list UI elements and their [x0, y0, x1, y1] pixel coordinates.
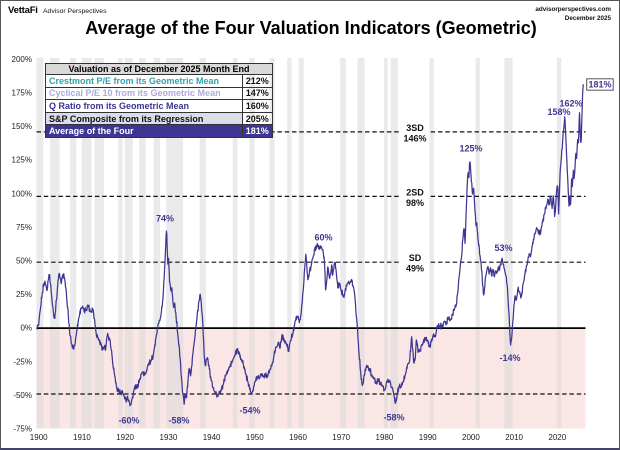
svg-text:60%: 60%: [314, 233, 332, 243]
svg-text:125%: 125%: [459, 144, 482, 154]
svg-text:1980: 1980: [376, 433, 394, 442]
svg-text:-25%: -25%: [13, 357, 32, 366]
svg-text:49%: 49%: [406, 264, 424, 274]
svg-text:146%: 146%: [403, 133, 426, 143]
svg-text:1910: 1910: [73, 433, 91, 442]
svg-text:-58%: -58%: [383, 413, 404, 423]
svg-text:162%: 162%: [559, 99, 582, 109]
svg-text:1950: 1950: [246, 433, 264, 442]
svg-text:50%: 50%: [16, 257, 32, 266]
svg-text:1900: 1900: [30, 433, 48, 442]
svg-text:1940: 1940: [203, 433, 221, 442]
svg-text:1960: 1960: [289, 433, 307, 442]
svg-text:175%: 175%: [12, 89, 32, 98]
svg-text:53%: 53%: [494, 243, 512, 253]
svg-text:-54%: -54%: [239, 406, 260, 416]
svg-text:125%: 125%: [12, 156, 32, 165]
svg-text:1930: 1930: [160, 433, 178, 442]
svg-text:-50%: -50%: [13, 391, 32, 400]
svg-text:SD: SD: [409, 253, 422, 263]
svg-text:1970: 1970: [332, 433, 350, 442]
svg-text:74%: 74%: [156, 214, 174, 224]
svg-text:-14%: -14%: [499, 353, 520, 363]
svg-text:100%: 100%: [12, 189, 32, 198]
svg-text:3SD: 3SD: [406, 123, 424, 133]
svg-text:158%: 158%: [547, 107, 570, 117]
svg-text:150%: 150%: [12, 122, 32, 131]
svg-text:2SD: 2SD: [406, 187, 424, 197]
svg-text:0%: 0%: [20, 324, 32, 333]
svg-text:1990: 1990: [419, 433, 437, 442]
svg-text:-75%: -75%: [13, 425, 32, 434]
svg-text:181%: 181%: [588, 80, 611, 90]
svg-text:2020: 2020: [548, 433, 566, 442]
svg-text:2000: 2000: [462, 433, 480, 442]
svg-text:98%: 98%: [406, 198, 424, 208]
svg-text:1920: 1920: [116, 433, 134, 442]
svg-text:2010: 2010: [505, 433, 523, 442]
svg-text:-58%: -58%: [168, 416, 189, 426]
svg-text:25%: 25%: [16, 290, 32, 299]
svg-text:200%: 200%: [12, 55, 32, 64]
svg-text:75%: 75%: [16, 223, 32, 232]
svg-text:-60%: -60%: [118, 416, 139, 426]
